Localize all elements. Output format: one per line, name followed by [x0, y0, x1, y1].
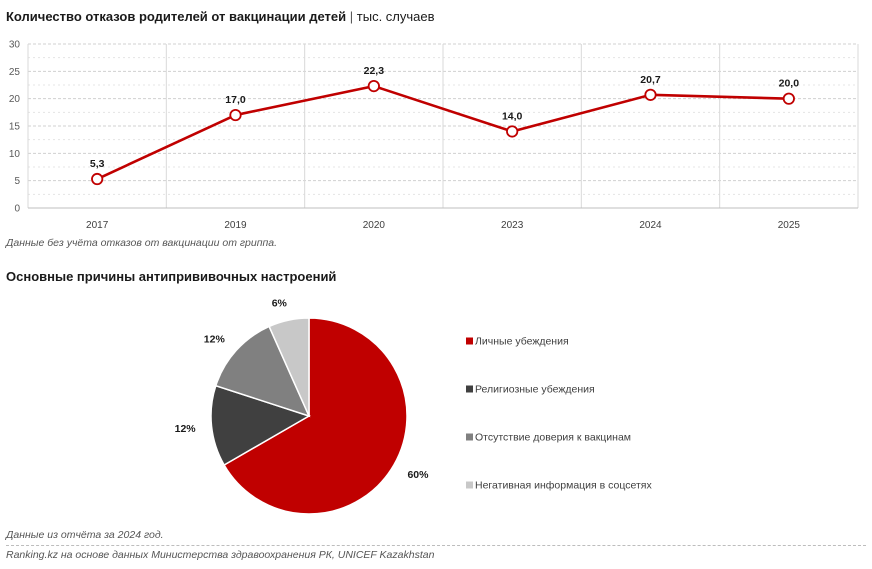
- x-tick-label: 2017: [86, 220, 109, 231]
- line-chart-title: Количество отказов родителей от вакцинац…: [6, 9, 435, 24]
- x-tick-label: 2023: [501, 220, 524, 231]
- y-tick-label: 0: [14, 204, 20, 215]
- data-label: 14,0: [502, 110, 523, 122]
- pie-slice: [268, 317, 310, 417]
- legend-label: Негативная информация в соцсетях: [475, 480, 652, 492]
- data-point: [367, 79, 380, 93]
- footer-divider: [6, 545, 866, 546]
- y-tick-label: 5: [14, 176, 20, 187]
- y-tick-label: 10: [9, 149, 21, 160]
- title-separator: |: [349, 9, 354, 24]
- y-tick-label: 20: [9, 94, 21, 105]
- legend-label: Отсутствие доверия к вакцинам: [475, 432, 631, 444]
- legend-swatch: [466, 481, 473, 489]
- x-tick-label: 2025: [778, 220, 801, 231]
- data-label: 20,0: [779, 78, 800, 90]
- y-tick-label: 15: [9, 122, 21, 133]
- legend-label: Религиозные убеждения: [475, 384, 595, 396]
- pie-value-label: 6%: [272, 298, 288, 310]
- line-chart-unit: тыс. случаев: [356, 9, 435, 24]
- x-tick-label: 2024: [639, 220, 662, 231]
- pie-chart: 60% 12% 12% 6% Личные убеждения Религиозные у…: [175, 298, 652, 515]
- line-chart-title-text: Количество отказов родителей от вакцинац…: [6, 9, 347, 24]
- pie-value-label: 12%: [175, 423, 197, 435]
- data-point: [229, 108, 242, 122]
- data-label: 17,0: [225, 94, 246, 106]
- legend-swatch: [466, 385, 473, 393]
- pie-chart-note: Данные из отчёта за 2024 год.: [6, 529, 164, 541]
- pie-slice: [214, 325, 311, 418]
- data-point: [782, 92, 795, 105]
- y-tick-label: 25: [9, 67, 21, 78]
- data-point: [644, 88, 657, 101]
- legend-label: Личные убеждения: [475, 336, 569, 348]
- x-tick-label: 2020: [363, 220, 386, 231]
- data-point: [91, 172, 104, 186]
- pie-slice: [223, 317, 408, 515]
- y-tick-label: 30: [9, 40, 21, 51]
- pie-value-label: 60%: [407, 469, 429, 481]
- x-tick-label: 2019: [224, 220, 247, 231]
- pie-slice: [210, 384, 311, 467]
- data-label: 22,3: [364, 65, 385, 77]
- legend-swatch: [466, 433, 473, 441]
- data-label: 5,3: [90, 158, 105, 170]
- pie-chart-title: Основные причины антипрививочных настрое…: [6, 269, 337, 284]
- pie-value-label: 12%: [204, 333, 226, 345]
- data-label: 20,7: [640, 74, 661, 86]
- line-chart-note: Данные без учёта отказов от вакцинации о…: [6, 237, 278, 249]
- source-note: Ranking.kz на основе данных Министерства…: [6, 549, 435, 561]
- series-line: [96, 84, 789, 181]
- data-point: [506, 125, 519, 138]
- legend-swatch: [466, 337, 473, 345]
